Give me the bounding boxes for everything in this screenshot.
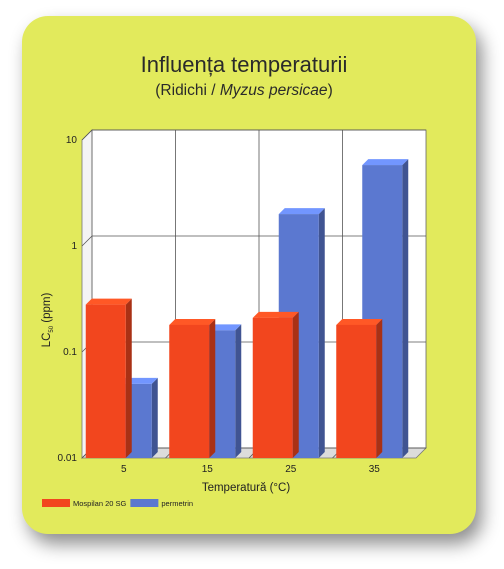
bar-side xyxy=(209,318,216,458)
bar-front xyxy=(85,304,126,458)
bar-mospilan-20-sg-15 xyxy=(169,318,216,458)
bar-side xyxy=(292,311,299,458)
y-tick-label: 1 xyxy=(71,241,77,252)
y-tick-labels: 0.01 0.1 1 10 xyxy=(58,135,78,464)
x-tick-label: 15 xyxy=(202,464,214,475)
y-tick-label: 0.1 xyxy=(63,347,77,358)
y-axis-label: LC50 (ppm) xyxy=(41,293,55,348)
bar-side xyxy=(125,298,132,458)
y-tick-label: 0.01 xyxy=(58,453,78,464)
bar-front xyxy=(336,324,377,458)
bar-top xyxy=(278,208,325,215)
x-axis-label: Temperatură (°C) xyxy=(202,482,290,494)
x-tick-label: 25 xyxy=(285,464,297,475)
bar-mospilan-20-sg-5 xyxy=(85,298,132,458)
bar-side xyxy=(235,324,242,458)
bar-side xyxy=(318,208,325,458)
bar-front xyxy=(169,324,210,458)
bar-mospilan-20-sg-35 xyxy=(336,318,383,458)
legend: Mospilan 20 SG permetrin xyxy=(42,499,193,508)
legend-swatch xyxy=(42,499,70,507)
bar-top xyxy=(252,311,299,318)
bar-side xyxy=(402,159,409,458)
legend-item-permetrin: permetrin xyxy=(130,499,193,508)
bar-top xyxy=(362,159,409,166)
x-tick-label: 35 xyxy=(369,464,381,475)
bar-top xyxy=(85,298,132,305)
bar-top xyxy=(336,318,383,325)
x-tick-labels: 5 15 25 35 xyxy=(121,464,380,475)
legend-item-mospilan-20-sg: Mospilan 20 SG xyxy=(42,499,127,508)
bar-front xyxy=(252,317,293,458)
chart-title: Influența temperaturii xyxy=(141,52,348,77)
chart-subtitle: (Ridichi / Myzus persicae) xyxy=(155,82,332,99)
legend-label: Mospilan 20 SG xyxy=(73,499,127,508)
bars xyxy=(85,159,409,458)
grid-line-diag xyxy=(81,129,93,141)
bar-mospilan-20-sg-25 xyxy=(252,311,299,458)
x-tick-label: 5 xyxy=(121,464,127,475)
bar-side xyxy=(151,377,158,458)
grid-line-diag xyxy=(81,235,93,247)
legend-swatch xyxy=(130,499,159,507)
bar-top xyxy=(169,318,216,325)
y-tick-label: 10 xyxy=(66,135,78,146)
legend-label: permetrin xyxy=(161,499,193,508)
bar-side xyxy=(376,318,383,458)
